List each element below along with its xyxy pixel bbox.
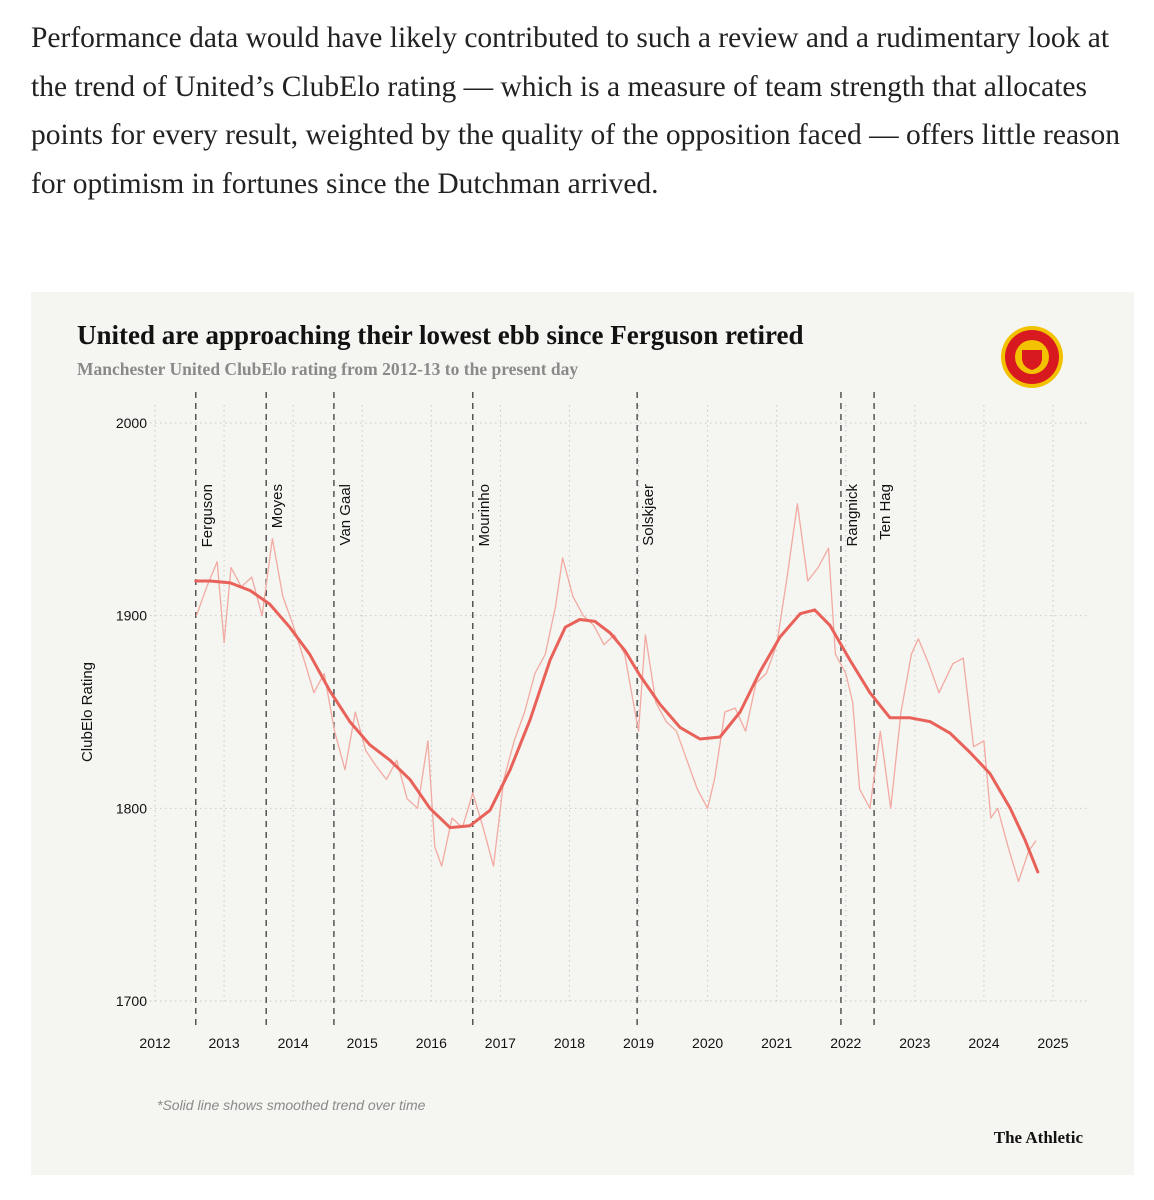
chart-title: United are approaching their lowest ebb … bbox=[77, 320, 803, 350]
x-tick-label: 2024 bbox=[968, 1035, 999, 1051]
manager-label: Moyes bbox=[269, 484, 286, 528]
manager-label: Solskjaer bbox=[640, 484, 657, 546]
x-tick-label: 2020 bbox=[692, 1035, 723, 1051]
x-tick-label: 2025 bbox=[1037, 1035, 1068, 1051]
x-tick-label: 2015 bbox=[347, 1035, 378, 1051]
article-paragraph: Performance data would have likely contr… bbox=[31, 22, 1121, 200]
club-logo bbox=[1001, 326, 1063, 388]
plot: 1700 1800 1900 2000 2012 2013 2014 2015 2016 2017… bbox=[116, 392, 1088, 1051]
y-tick-label: 1700 bbox=[116, 993, 147, 1009]
x-tick-label: 2014 bbox=[278, 1035, 309, 1051]
x-tick-label: 2012 bbox=[139, 1035, 170, 1051]
manager-label: Rangnick bbox=[844, 484, 861, 547]
y-axis-label: ClubElo Rating bbox=[79, 662, 96, 762]
y-tick-label: 1800 bbox=[116, 800, 147, 816]
manager-label: Ferguson bbox=[199, 484, 216, 547]
chart-subtitle: Manchester United ClubElo rating from 20… bbox=[77, 359, 578, 379]
x-tick-label: 2019 bbox=[623, 1035, 654, 1051]
x-tick-label: 2017 bbox=[485, 1035, 516, 1051]
x-tick-label: 2023 bbox=[899, 1035, 930, 1051]
x-tick-label: 2016 bbox=[416, 1035, 447, 1051]
x-tick-label: 2022 bbox=[830, 1035, 861, 1051]
x-tick-label: 2021 bbox=[761, 1035, 792, 1051]
manager-label: Van Gaal bbox=[337, 484, 354, 545]
y-tick-label: 2000 bbox=[116, 415, 147, 431]
x-tick-label: 2013 bbox=[208, 1035, 239, 1051]
logo-shield bbox=[1022, 350, 1042, 370]
y-tick-label: 1900 bbox=[116, 608, 147, 624]
manager-label: Mourinho bbox=[476, 484, 493, 547]
manager-label: Ten Hag bbox=[877, 484, 894, 540]
trend-line bbox=[194, 579, 1040, 874]
footnote: *Solid line shows smoothed trend over ti… bbox=[157, 1097, 426, 1113]
x-tick-label: 2018 bbox=[554, 1035, 585, 1051]
source: The Athletic bbox=[994, 1128, 1084, 1147]
